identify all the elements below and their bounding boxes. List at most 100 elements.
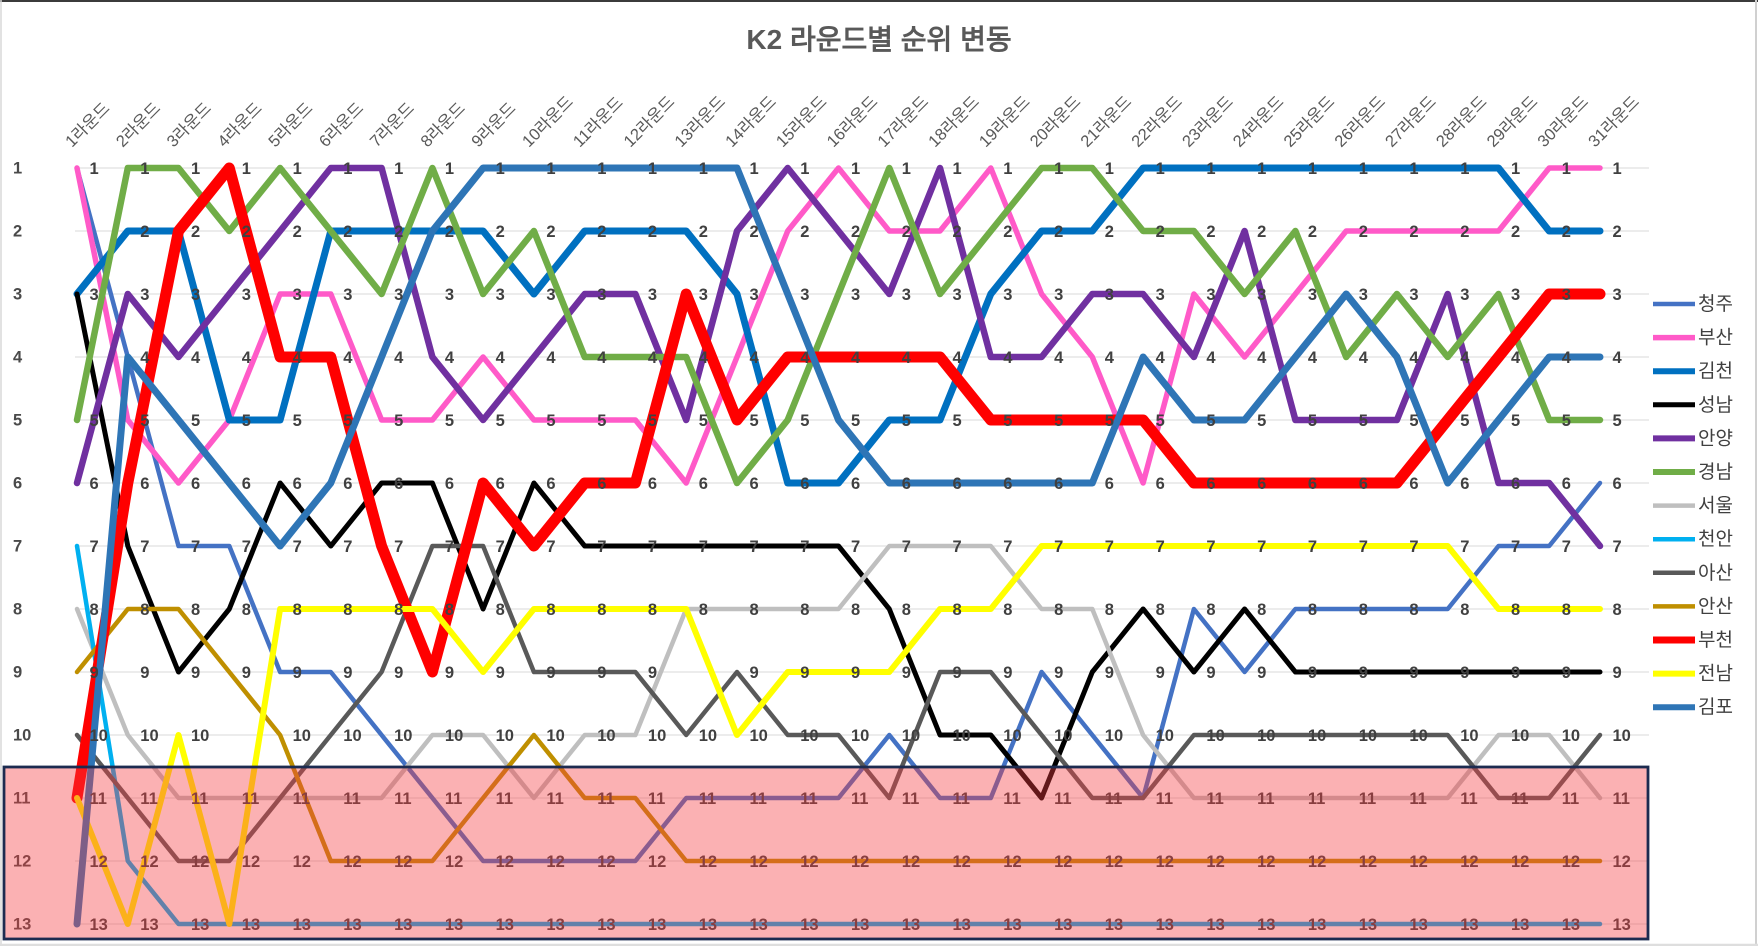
svg-text:12: 12	[13, 853, 31, 871]
svg-text:서울: 서울	[1698, 495, 1733, 517]
svg-text:12: 12	[496, 853, 514, 871]
svg-text:6: 6	[191, 475, 200, 493]
svg-text:12: 12	[1003, 853, 1021, 871]
svg-text:2: 2	[546, 223, 555, 241]
svg-text:1: 1	[394, 160, 403, 178]
svg-text:10: 10	[343, 727, 361, 745]
svg-text:12: 12	[1206, 853, 1224, 871]
svg-text:10: 10	[140, 727, 158, 745]
svg-text:11: 11	[800, 790, 817, 808]
svg-text:13: 13	[13, 916, 31, 934]
svg-text:천안: 천안	[1698, 528, 1733, 550]
svg-text:8: 8	[750, 601, 759, 619]
svg-text:8: 8	[394, 601, 403, 619]
svg-text:13: 13	[800, 916, 818, 934]
svg-text:2: 2	[140, 223, 149, 241]
svg-text:8: 8	[546, 601, 555, 619]
svg-text:10: 10	[1156, 727, 1174, 745]
svg-text:9: 9	[1156, 664, 1165, 682]
svg-text:12: 12	[1511, 853, 1529, 871]
svg-text:2: 2	[800, 223, 809, 241]
svg-text:3: 3	[1359, 286, 1368, 304]
svg-text:4: 4	[546, 349, 556, 367]
svg-text:4: 4	[1003, 349, 1013, 367]
svg-text:10: 10	[496, 727, 514, 745]
svg-text:12: 12	[1308, 853, 1326, 871]
svg-text:2: 2	[1156, 223, 1165, 241]
svg-text:10: 10	[1105, 727, 1123, 745]
svg-text:2: 2	[648, 223, 657, 241]
svg-text:6: 6	[496, 475, 505, 493]
svg-text:2: 2	[1105, 223, 1114, 241]
svg-text:7: 7	[445, 538, 454, 556]
svg-text:8: 8	[140, 601, 149, 619]
svg-text:1: 1	[1613, 160, 1622, 178]
svg-text:1: 1	[1257, 160, 1266, 178]
svg-text:9: 9	[90, 664, 99, 682]
svg-text:7: 7	[90, 538, 99, 556]
svg-text:11: 11	[1257, 790, 1274, 808]
svg-text:6: 6	[1409, 475, 1418, 493]
svg-text:8: 8	[1156, 601, 1165, 619]
svg-text:2: 2	[1613, 223, 1622, 241]
svg-text:10: 10	[394, 727, 412, 745]
svg-text:4: 4	[1105, 349, 1115, 367]
svg-text:1: 1	[1562, 160, 1571, 178]
svg-text:9: 9	[648, 664, 657, 682]
svg-text:3: 3	[1156, 286, 1165, 304]
svg-text:2: 2	[1511, 223, 1520, 241]
svg-text:10: 10	[1613, 727, 1631, 745]
svg-text:5: 5	[1359, 412, 1368, 430]
svg-text:13: 13	[597, 916, 615, 934]
svg-text:11: 11	[597, 790, 614, 808]
svg-text:안산: 안산	[1698, 595, 1733, 617]
svg-text:3: 3	[1308, 286, 1317, 304]
svg-text:2: 2	[1562, 223, 1571, 241]
svg-text:11: 11	[1206, 790, 1223, 808]
svg-text:5: 5	[1562, 412, 1571, 430]
svg-text:3: 3	[902, 286, 911, 304]
svg-text:4: 4	[851, 349, 861, 367]
svg-text:8: 8	[1257, 601, 1266, 619]
svg-text:5: 5	[597, 412, 606, 430]
svg-text:8: 8	[1460, 601, 1469, 619]
svg-text:김포: 김포	[1698, 696, 1733, 718]
svg-text:6: 6	[90, 475, 99, 493]
svg-text:12: 12	[800, 853, 818, 871]
svg-text:12: 12	[648, 853, 666, 871]
svg-text:13: 13	[1206, 916, 1224, 934]
svg-text:7: 7	[1511, 538, 1520, 556]
svg-text:7: 7	[750, 538, 759, 556]
svg-text:5: 5	[496, 412, 505, 430]
svg-text:13: 13	[1003, 916, 1021, 934]
svg-text:3: 3	[800, 286, 809, 304]
svg-text:5: 5	[546, 412, 555, 430]
svg-text:10: 10	[953, 727, 971, 745]
svg-text:11: 11	[445, 790, 462, 808]
svg-text:2: 2	[242, 223, 251, 241]
svg-text:2: 2	[445, 223, 454, 241]
svg-text:7: 7	[1257, 538, 1266, 556]
svg-text:8: 8	[1511, 601, 1520, 619]
svg-text:3: 3	[546, 286, 555, 304]
svg-text:11: 11	[394, 790, 411, 808]
svg-text:9: 9	[1562, 664, 1571, 682]
svg-text:11: 11	[648, 790, 665, 808]
svg-text:7: 7	[394, 538, 403, 556]
svg-text:안양: 안양	[1698, 427, 1733, 449]
svg-text:9: 9	[445, 664, 454, 682]
svg-text:1: 1	[851, 160, 860, 178]
svg-text:7: 7	[343, 538, 352, 556]
svg-text:8: 8	[1359, 601, 1368, 619]
svg-text:7: 7	[496, 538, 505, 556]
svg-text:9: 9	[953, 664, 962, 682]
svg-text:2: 2	[343, 223, 352, 241]
svg-text:2: 2	[293, 223, 302, 241]
svg-text:6: 6	[1054, 475, 1063, 493]
svg-text:8: 8	[851, 601, 860, 619]
svg-text:6: 6	[902, 475, 911, 493]
svg-text:11: 11	[1409, 790, 1426, 808]
svg-text:13: 13	[496, 916, 514, 934]
svg-text:11: 11	[140, 790, 157, 808]
svg-text:2: 2	[699, 223, 708, 241]
